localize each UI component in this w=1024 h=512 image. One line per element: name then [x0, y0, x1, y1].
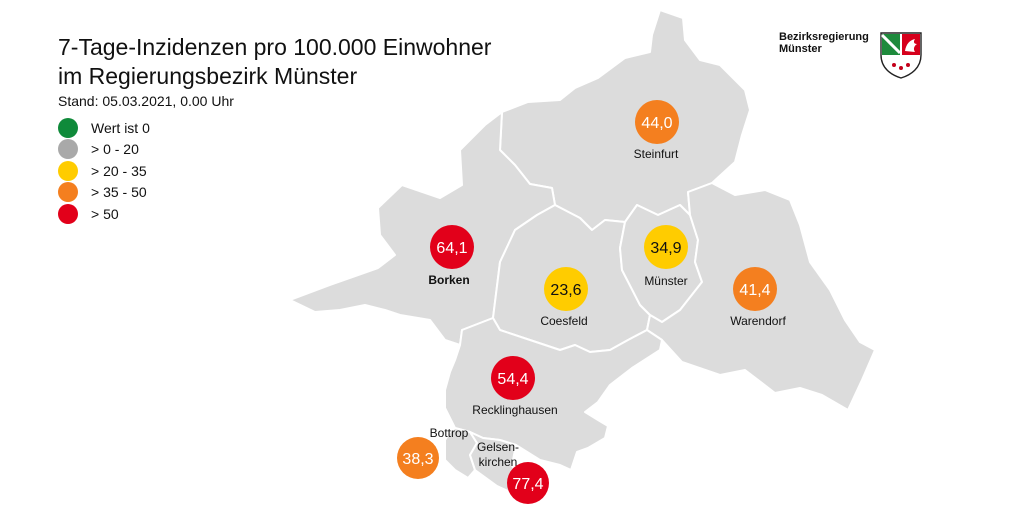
marker-borken[interactable]: 64,1 Borken — [428, 225, 474, 287]
marker-recklinghausen[interactable]: 54,4 Recklinghausen — [472, 356, 558, 417]
legend-dot-red — [58, 203, 78, 224]
legend-dot-green — [58, 117, 78, 138]
value-bubble — [507, 462, 549, 504]
legend-label: > 35 - 50 — [91, 184, 147, 201]
stand-date: Stand: 05.03.2021, 0.00 Uhr — [58, 93, 234, 109]
legend-item-zero: Wert ist 0 — [58, 117, 150, 139]
marker-gelsenkirchen[interactable]: Gelsen- kirchen 77,4 — [477, 440, 549, 504]
legend-item-0-20: > 0 - 20 — [58, 139, 150, 161]
value-bubble — [644, 225, 688, 269]
region-label: Steinfurt — [634, 147, 679, 161]
value-bubble — [397, 437, 439, 479]
value-text: 64,1 — [436, 240, 467, 257]
legend: Wert ist 0 > 0 - 20 > 20 - 35 > 35 - 50 … — [58, 117, 150, 225]
legend-label: > 50 — [91, 205, 119, 222]
region-label: Münster — [644, 274, 687, 288]
map-regions — [289, 9, 876, 493]
value-text: 34,9 — [650, 240, 681, 257]
value-bubble — [733, 267, 777, 311]
value-bubble — [635, 100, 679, 144]
title-line-2: im Regierungsbezirk Münster — [58, 63, 358, 89]
legend-dot-orange — [58, 182, 78, 203]
map-title: 7-Tage-Inzidenzen pro 100.000 Einwohner … — [58, 33, 491, 91]
legend-item-35-50: > 35 - 50 — [58, 182, 150, 204]
legend-dot-grey — [58, 139, 78, 160]
org-name: Bezirksregierung Münster — [779, 31, 869, 55]
value-bubble — [430, 225, 474, 269]
region-label: Recklinghausen — [472, 403, 557, 417]
map-markers: 44,0 Steinfurt 64,1 Borken 23,6 Coesfeld… — [397, 100, 786, 504]
legend-label: Wert ist 0 — [91, 119, 150, 136]
region-label-line-1: Gelsen- — [477, 440, 519, 454]
value-text: 77,4 — [512, 476, 543, 493]
region-label: Warendorf — [730, 314, 786, 328]
value-text: 44,0 — [641, 115, 672, 132]
marker-coesfeld[interactable]: 23,6 Coesfeld — [540, 267, 588, 328]
value-text: 41,4 — [739, 282, 770, 299]
region-label: Borken — [428, 273, 469, 287]
value-text: 54,4 — [497, 371, 528, 388]
region-label: Coesfeld — [540, 314, 587, 328]
value-text: 38,3 — [402, 451, 433, 468]
marker-steinfurt[interactable]: 44,0 Steinfurt — [634, 100, 679, 161]
value-bubble — [491, 356, 535, 400]
region-label: Bottrop — [430, 426, 469, 440]
org-line-2: Münster — [779, 43, 822, 55]
legend-item-20-35: > 20 - 35 — [58, 160, 150, 182]
nrw-coat-of-arms-icon — [880, 32, 922, 79]
region-label-line-2: kirchen — [479, 455, 518, 469]
legend-label: > 20 - 35 — [91, 162, 147, 179]
org-line-1: Bezirksregierung — [779, 31, 869, 43]
marker-bottrop[interactable]: Bottrop 38,3 — [397, 426, 469, 479]
legend-item-over-50: > 50 — [58, 203, 150, 225]
marker-warendorf[interactable]: 41,4 Warendorf — [730, 267, 786, 328]
value-text: 23,6 — [550, 282, 581, 299]
title-line-1: 7-Tage-Inzidenzen pro 100.000 Einwohner — [58, 34, 492, 60]
value-bubble — [544, 267, 588, 311]
legend-label: > 0 - 20 — [91, 141, 139, 158]
legend-dot-yellow — [58, 160, 78, 181]
marker-muenster[interactable]: 34,9 Münster — [644, 225, 688, 288]
